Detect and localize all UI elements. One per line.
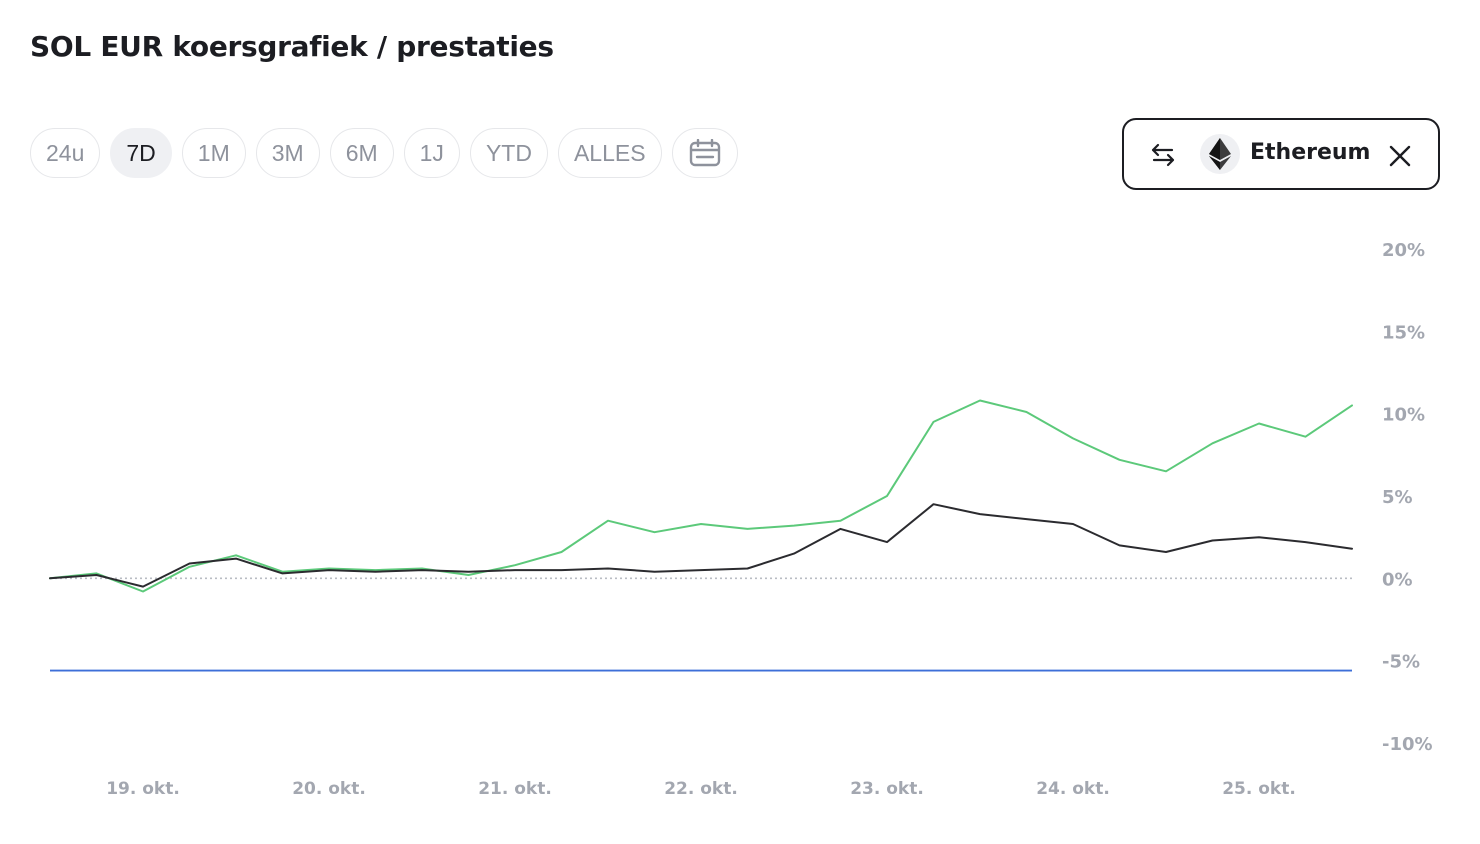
y-tick-label: 20%	[1382, 240, 1425, 261]
y-tick-label: 0%	[1382, 569, 1413, 590]
y-tick-label: 10%	[1382, 405, 1425, 426]
x-tick-label: 21. okt.	[478, 779, 552, 799]
compare-asset-name: Ethereum	[1250, 140, 1371, 165]
y-tick-label: 5%	[1382, 487, 1413, 508]
ethereum-icon	[1200, 134, 1240, 174]
time-range-selector: 24u 7D 1M 3M 6M 1J YTD ALLES	[30, 128, 738, 178]
range-ytd-button[interactable]: YTD	[469, 128, 548, 178]
x-tick-label: 25. okt.	[1222, 779, 1296, 799]
calendar-icon	[689, 139, 720, 167]
series-lines	[49, 399, 1353, 593]
series-line-1	[49, 503, 1353, 588]
x-tick-label: 24. okt.	[1036, 779, 1110, 799]
y-tick-label: -5%	[1382, 652, 1420, 673]
range-3m-button[interactable]: 3M	[255, 128, 320, 178]
range-6m-button[interactable]: 6M	[329, 128, 394, 178]
x-tick-label: 22. okt.	[664, 779, 738, 799]
x-tick-label: 20. okt.	[292, 779, 366, 799]
swap-arrows-icon[interactable]	[1148, 140, 1178, 170]
range-alles-button[interactable]: ALLES	[557, 128, 662, 178]
range-7d-button[interactable]: 7D	[110, 128, 172, 178]
close-icon[interactable]	[1386, 142, 1414, 170]
page-title: SOL EUR koersgrafiek / prestaties	[30, 30, 554, 63]
range-1j-button[interactable]: 1J	[403, 128, 460, 178]
x-axis: 19. okt. 20. okt. 21. okt. 22. okt. 23. okt.…	[106, 779, 1296, 799]
compare-asset-selector[interactable]: Ethereum	[1122, 118, 1440, 190]
range-24u-button[interactable]: 24u	[30, 128, 101, 178]
x-tick-label: 23. okt.	[850, 779, 924, 799]
reference-lines	[50, 577, 1352, 672]
y-tick-label: 15%	[1382, 322, 1425, 343]
range-1m-button[interactable]: 1M	[181, 128, 246, 178]
x-tick-label: 19. okt.	[106, 779, 180, 799]
y-tick-label: -10%	[1382, 734, 1433, 755]
custom-date-range-button[interactable]	[671, 128, 738, 178]
y-axis: 20% 15% 10% 5% 0% -5% -10%	[1382, 240, 1433, 755]
series-line-0	[49, 399, 1353, 593]
